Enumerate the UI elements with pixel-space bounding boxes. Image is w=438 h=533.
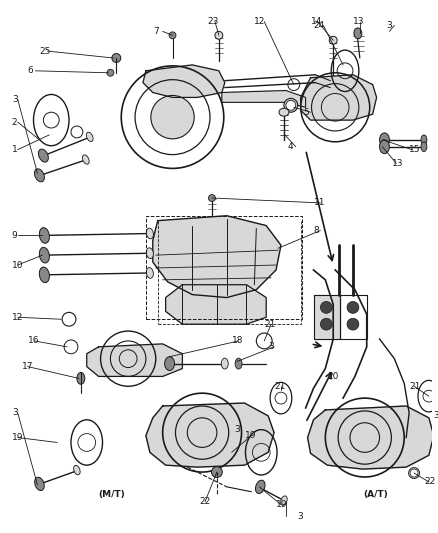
Ellipse shape	[329, 36, 337, 44]
Text: 3: 3	[12, 95, 18, 104]
Text: 24: 24	[314, 21, 325, 30]
Ellipse shape	[74, 465, 80, 475]
Ellipse shape	[107, 69, 114, 76]
Circle shape	[347, 318, 359, 330]
Text: 10: 10	[12, 261, 23, 270]
Text: 21: 21	[264, 320, 276, 329]
Ellipse shape	[208, 195, 215, 201]
Ellipse shape	[409, 467, 420, 479]
Ellipse shape	[146, 248, 153, 259]
Text: 22: 22	[424, 478, 435, 487]
Text: 1: 1	[12, 145, 18, 154]
Text: 3: 3	[268, 342, 274, 351]
Ellipse shape	[221, 358, 228, 369]
Circle shape	[151, 95, 194, 139]
Polygon shape	[153, 216, 281, 297]
Text: 3: 3	[235, 425, 240, 434]
Ellipse shape	[279, 108, 289, 116]
Ellipse shape	[146, 228, 153, 239]
Text: 15: 15	[409, 145, 420, 154]
Text: (M/T): (M/T)	[99, 490, 125, 499]
Text: 19: 19	[276, 500, 287, 509]
Text: 19: 19	[244, 431, 256, 440]
Ellipse shape	[284, 99, 298, 112]
Text: 14: 14	[311, 17, 322, 26]
Circle shape	[347, 302, 359, 313]
Circle shape	[410, 469, 418, 477]
Ellipse shape	[82, 155, 89, 164]
Ellipse shape	[380, 140, 389, 154]
Ellipse shape	[421, 135, 427, 145]
Polygon shape	[300, 75, 377, 120]
Ellipse shape	[112, 53, 121, 62]
Ellipse shape	[235, 358, 242, 369]
Ellipse shape	[281, 496, 287, 505]
Circle shape	[286, 100, 296, 110]
Polygon shape	[146, 403, 274, 467]
Text: 23: 23	[207, 17, 219, 26]
Ellipse shape	[354, 28, 362, 39]
Polygon shape	[143, 65, 225, 98]
Text: 12: 12	[12, 313, 23, 322]
Text: 3: 3	[12, 408, 18, 417]
Text: 13: 13	[392, 159, 404, 168]
Polygon shape	[87, 344, 182, 376]
Text: 6: 6	[28, 66, 33, 75]
Text: 21: 21	[274, 382, 286, 391]
Ellipse shape	[35, 169, 44, 182]
Text: 2: 2	[12, 118, 18, 126]
Text: 3: 3	[386, 21, 392, 30]
Ellipse shape	[77, 373, 85, 384]
Ellipse shape	[421, 142, 427, 152]
Ellipse shape	[380, 133, 389, 147]
Circle shape	[187, 418, 217, 447]
Text: 9: 9	[12, 231, 18, 240]
Circle shape	[321, 302, 332, 313]
Bar	[146, 216, 302, 319]
Circle shape	[350, 423, 380, 453]
Text: 12: 12	[254, 17, 266, 26]
Text: 3: 3	[298, 512, 304, 521]
Circle shape	[321, 318, 332, 330]
Text: 11: 11	[314, 198, 325, 207]
Text: 3: 3	[434, 411, 438, 421]
Text: 8: 8	[314, 226, 319, 235]
Text: 4: 4	[288, 142, 293, 151]
Text: 7: 7	[153, 27, 159, 36]
Text: 5: 5	[304, 108, 309, 117]
Ellipse shape	[39, 228, 49, 243]
Ellipse shape	[165, 357, 174, 370]
Ellipse shape	[215, 31, 223, 39]
Ellipse shape	[255, 480, 265, 494]
Ellipse shape	[86, 132, 93, 141]
Circle shape	[321, 93, 349, 121]
Text: 17: 17	[22, 362, 33, 371]
Text: (A/T): (A/T)	[363, 490, 388, 499]
Text: 18: 18	[232, 336, 243, 345]
Ellipse shape	[169, 32, 176, 39]
Text: 20: 20	[327, 372, 339, 381]
Text: 21: 21	[409, 382, 420, 391]
Text: 16: 16	[28, 336, 39, 345]
Ellipse shape	[35, 477, 44, 490]
Polygon shape	[307, 406, 434, 469]
Polygon shape	[166, 285, 266, 324]
Text: 19: 19	[12, 433, 23, 442]
Polygon shape	[314, 295, 340, 339]
Ellipse shape	[39, 247, 49, 263]
Polygon shape	[222, 91, 306, 107]
Text: 22: 22	[199, 497, 210, 506]
Circle shape	[119, 350, 137, 368]
Ellipse shape	[212, 466, 223, 478]
Text: 25: 25	[39, 46, 51, 55]
Ellipse shape	[39, 149, 48, 162]
Ellipse shape	[39, 267, 49, 282]
Ellipse shape	[146, 268, 153, 278]
Text: 13: 13	[353, 17, 364, 26]
